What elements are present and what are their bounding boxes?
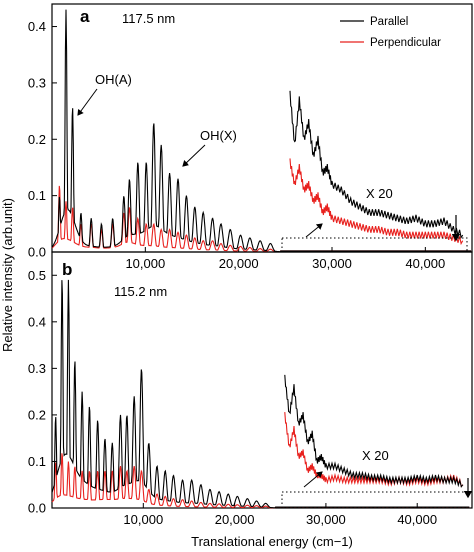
y-tick-label: 0.4 <box>28 314 46 329</box>
y-tick-label: 0.3 <box>28 361 46 376</box>
panel-b-perpendicular-x20-line <box>284 412 464 488</box>
panel-a-letter: a <box>80 7 90 26</box>
y-axis-label: Relative intensity (arb.unit) <box>0 198 15 352</box>
x-tick-label: 10,000 <box>123 512 163 527</box>
panel-b-parallel-line <box>51 279 470 509</box>
panel-b: 0.0 0.1 0.2 0.3 0.4 0.5 10,000 20,000 30,000 40,… <box>28 251 473 527</box>
panel-b-x-ticks: 10,000 20,000 30,000 40,000 <box>123 503 437 527</box>
y-tick-label: 0.0 <box>28 245 46 260</box>
panel-b-parallel-x20-line <box>284 374 464 488</box>
legend-parallel-label: Parallel <box>370 16 408 28</box>
y-tick-label: 0.3 <box>28 75 46 90</box>
panel-a-parallel-line <box>51 9 472 253</box>
x-tick-label: 10,000 <box>125 256 165 271</box>
panel-b-perpendicular-line <box>51 453 470 509</box>
y-tick-label: 0.4 <box>28 19 46 34</box>
x-tick-label: 40,000 <box>397 512 437 527</box>
panel-b-zoom-box <box>281 491 473 509</box>
panel-a-wavelength: 117.5 nm <box>122 11 175 26</box>
panel-a-x20-arrow <box>305 223 323 238</box>
label-oh-x: OH(X) <box>200 128 237 143</box>
panel-b-x20-arrow <box>303 471 323 488</box>
panel-a-x-ticks: 10,000 20,000 30,000 40,000 <box>125 247 445 271</box>
x-tick-label: 20,000 <box>219 256 259 271</box>
panel-a-x20-label: X 20 <box>366 186 393 201</box>
y-tick-label: 0.2 <box>28 407 46 422</box>
y-tick-label: 0.1 <box>28 188 46 203</box>
legend-perpendicular-label: Perpendicular <box>370 37 441 49</box>
panel-b-wavelength: 115.2 nm <box>114 284 167 299</box>
panel-a-zoom-box <box>281 237 468 253</box>
x-tick-label: 30,000 <box>312 256 352 271</box>
panel-b-letter: b <box>62 260 72 279</box>
panel-b-y-ticks: 0.0 0.1 0.2 0.3 0.4 0.5 <box>28 268 57 516</box>
y-tick-label: 0.1 <box>28 454 46 469</box>
arrow-oh-x <box>182 144 206 167</box>
panel-a-perpendicular-x20-line <box>289 158 464 246</box>
arrow-oh-a <box>77 88 98 116</box>
label-oh-a: OH(A) <box>95 72 132 87</box>
y-tick-label: 0.0 <box>28 501 46 516</box>
x-tick-label: 20,000 <box>215 512 255 527</box>
legend: Parallel Perpendicular <box>340 16 441 49</box>
y-tick-label: 0.2 <box>28 132 46 147</box>
panel-a-y-ticks: 0.0 0.1 0.2 0.3 0.4 <box>28 19 57 260</box>
panel-a: 0.0 0.1 0.2 0.3 0.4 10,000 20,000 30,000 40,000… <box>28 3 473 271</box>
x-axis-label: Translational energy (cm−1) <box>191 534 353 549</box>
y-tick-label: 0.5 <box>28 268 46 283</box>
x-tick-label: 40,000 <box>405 256 445 271</box>
panel-b-x20-label: X 20 <box>362 448 389 463</box>
x-tick-label: 30,000 <box>306 512 346 527</box>
panel-a-parallel-x20-line <box>289 90 464 239</box>
